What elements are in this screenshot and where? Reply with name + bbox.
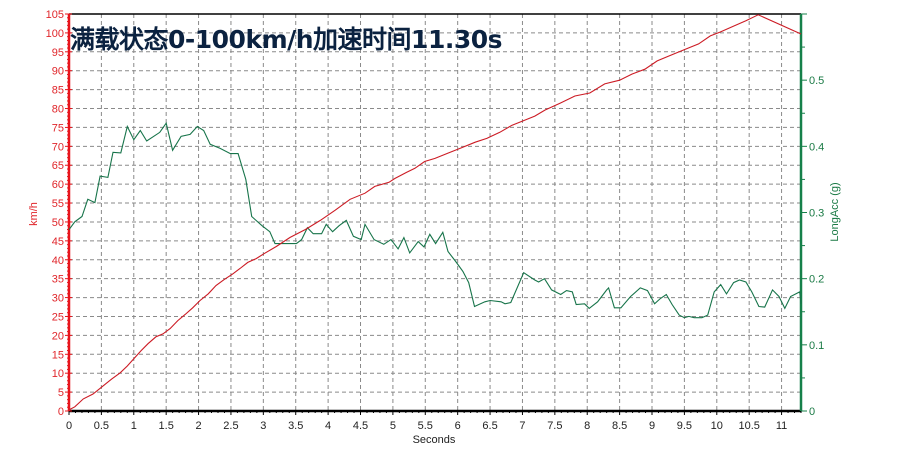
svg-text:4.5: 4.5 (353, 420, 368, 432)
svg-text:55: 55 (52, 198, 64, 210)
x-axis-seconds: 0 0.5 1 1.5 2 2.5 3 3.5 4 4.5 5 5.5 6 6.5 7 7.5 8 8.5 9 9.5… (66, 411, 802, 432)
svg-text:0: 0 (58, 406, 64, 418)
y-axis-left-label: km/h (28, 202, 40, 226)
svg-text:65: 65 (52, 160, 64, 172)
svg-text:6: 6 (455, 420, 461, 432)
svg-text:90: 90 (52, 66, 64, 78)
svg-text:0.5: 0.5 (94, 420, 109, 432)
svg-text:8.5: 8.5 (612, 420, 627, 432)
svg-text:5: 5 (390, 420, 396, 432)
svg-text:3.5: 3.5 (288, 420, 303, 432)
svg-text:0: 0 (66, 420, 72, 432)
svg-text:75: 75 (52, 122, 64, 134)
plot-frame (69, 13, 801, 413)
svg-text:15: 15 (52, 349, 64, 361)
svg-text:0.3: 0.3 (809, 208, 824, 220)
series-speed-line (68, 14, 802, 411)
svg-text:4: 4 (325, 420, 331, 432)
svg-text:0.1: 0.1 (809, 340, 824, 352)
svg-text:5.5: 5.5 (418, 420, 433, 432)
svg-text:105: 105 (46, 9, 64, 21)
svg-text:0.5: 0.5 (809, 75, 824, 87)
svg-text:11: 11 (776, 420, 787, 432)
svg-text:100: 100 (46, 28, 64, 40)
svg-text:8: 8 (584, 420, 590, 432)
svg-text:9: 9 (649, 420, 655, 432)
svg-text:7.5: 7.5 (547, 420, 562, 432)
svg-text:7: 7 (519, 420, 525, 432)
svg-text:2.5: 2.5 (223, 420, 238, 432)
svg-text:30: 30 (52, 293, 64, 305)
svg-text:5: 5 (58, 387, 64, 399)
svg-text:80: 80 (52, 104, 64, 116)
svg-text:10: 10 (52, 368, 64, 380)
svg-text:10.5: 10.5 (738, 420, 759, 432)
chart-title: 满载状态0-100km/h加速时间11.30s (70, 25, 503, 54)
svg-text:35: 35 (52, 274, 64, 286)
svg-text:1: 1 (131, 420, 137, 432)
left-axis-speed: 0 5 10 15 20 25 30 35 40 45 50 55 60 65 70 75 80 85 90 95 10… (46, 9, 72, 418)
svg-text:50: 50 (52, 217, 64, 229)
svg-text:85: 85 (52, 85, 64, 97)
svg-text:95: 95 (52, 47, 64, 59)
right-axis-longacc: 0 0.1 0.2 0.3 0.4 0.5 (799, 13, 824, 418)
svg-text:0.4: 0.4 (809, 141, 824, 153)
svg-text:70: 70 (52, 141, 64, 153)
x-axis-label: Seconds (413, 434, 456, 446)
svg-text:3: 3 (260, 420, 266, 432)
svg-text:0.2: 0.2 (809, 274, 824, 286)
grid (69, 14, 801, 411)
svg-text:9.5: 9.5 (677, 420, 692, 432)
svg-text:0: 0 (809, 406, 815, 418)
svg-text:25: 25 (52, 311, 64, 323)
svg-text:45: 45 (52, 236, 64, 248)
series-longacc-line (68, 121, 802, 319)
svg-text:10: 10 (711, 420, 723, 432)
svg-text:20: 20 (52, 330, 64, 342)
svg-text:40: 40 (52, 255, 64, 267)
y-axis-right-label: LongAcc (g) (829, 182, 841, 241)
svg-text:2: 2 (195, 420, 201, 432)
svg-text:1.5: 1.5 (159, 420, 174, 432)
svg-text:60: 60 (52, 179, 64, 191)
svg-text:6.5: 6.5 (482, 420, 497, 432)
